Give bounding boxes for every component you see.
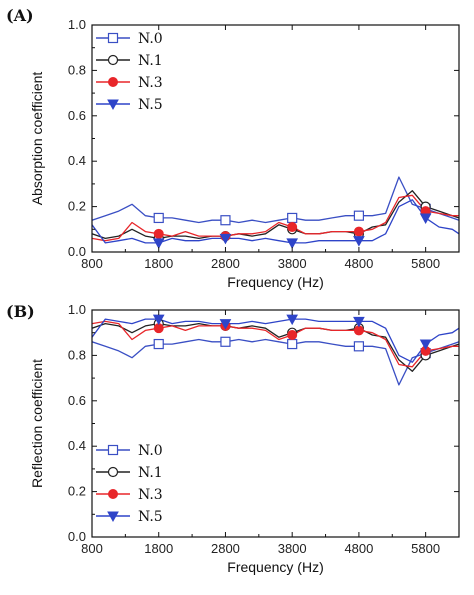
x-axis-title: Frequency (Hz) <box>227 274 323 290</box>
data-point-N5 <box>152 238 165 249</box>
y-tick-label: 0.2 <box>68 199 86 214</box>
legend-marker <box>108 489 118 499</box>
y-tick-label: 0.0 <box>68 529 86 544</box>
legend-item: N.1 <box>96 53 163 69</box>
legend-marker <box>107 32 119 44</box>
series-group <box>92 176 459 249</box>
legend-marker <box>107 511 119 523</box>
legend: N.0 N.1 N.3 N.5 <box>96 31 163 113</box>
legend-item: N.3 <box>96 487 163 503</box>
y-tick-label: 0.6 <box>68 393 86 408</box>
data-point-N5 <box>419 213 432 224</box>
x-tick-label: 5800 <box>411 541 440 556</box>
data-point-N3 <box>353 226 364 237</box>
legend-item: N.5 <box>96 509 163 525</box>
data-point-N0 <box>153 338 164 350</box>
series-line-N0 <box>92 176 459 224</box>
x-tick-label: 4800 <box>344 256 373 271</box>
x-tick-label: 800 <box>81 541 103 556</box>
legend-label: N.0 <box>138 31 163 47</box>
legend-marker <box>107 466 119 478</box>
legend-item: N.5 <box>96 97 163 113</box>
data-point-N0 <box>353 341 365 352</box>
legend: N.0 N.1 N.3 N.5 <box>96 443 163 525</box>
y-tick-label: 0.8 <box>68 347 86 362</box>
legend-item: N.0 <box>96 443 163 459</box>
data-point-N5 <box>419 339 432 351</box>
legend-label: N.1 <box>138 465 163 481</box>
legend-label: N.5 <box>138 509 163 525</box>
data-point-N0 <box>220 336 231 347</box>
data-point-N5 <box>286 238 299 249</box>
legend-marker <box>107 54 119 66</box>
legend-marker <box>107 99 119 111</box>
x-tick-label: 1800 <box>144 256 173 271</box>
data-point-N5 <box>286 314 299 326</box>
x-tick-label: 1800 <box>144 541 173 556</box>
x-axis-title: Frequency (Hz) <box>227 559 323 575</box>
y-tick-label: 1.0 <box>68 302 86 317</box>
data-point-N5 <box>219 233 232 245</box>
x-tick-label: 3800 <box>278 541 307 556</box>
legend-label: N.0 <box>138 443 163 459</box>
legend-label: N.3 <box>138 75 163 91</box>
chart-panel-a: (A) 0.0 0.2 0.4 0.6 0.8 1.0 800 1800 2800 3800 4800… <box>6 6 460 290</box>
legend-item: N.3 <box>96 75 163 91</box>
series-line-N3 <box>92 320 459 368</box>
y-axis-title: Reflection coefficient <box>29 359 45 488</box>
series-line-N5 <box>92 199 459 244</box>
data-point-N0 <box>153 212 164 224</box>
data-point-N0 <box>287 338 298 350</box>
series-line-N0 <box>92 338 459 386</box>
x-tick-label: 4800 <box>344 541 373 556</box>
y-tick-label: 1.0 <box>68 17 86 32</box>
legend-marker <box>107 444 119 456</box>
legend-item: N.1 <box>96 465 163 481</box>
y-tick-label: 0.6 <box>68 108 86 123</box>
legend-label: N.5 <box>138 97 163 113</box>
series-group <box>92 314 459 386</box>
data-point-N3 <box>153 228 164 239</box>
chart-panel-b: (B) 0.0 0.2 0.4 0.6 0.8 1.0 800 1800 2800 3800 4800… <box>6 302 460 575</box>
data-point-N5 <box>353 236 365 247</box>
data-point-N5 <box>152 314 165 326</box>
series-line-N3 <box>92 194 459 242</box>
y-tick-label: 0.8 <box>68 62 86 77</box>
panel-label: (B) <box>6 302 35 321</box>
y-tick-label: 0.4 <box>68 153 86 168</box>
x-tick-label: 2800 <box>211 256 240 271</box>
legend-label: N.3 <box>138 487 163 503</box>
panel-label: (A) <box>6 6 34 25</box>
data-point-N3 <box>287 222 298 233</box>
x-tick-label: 800 <box>81 256 103 271</box>
series-line-N5 <box>92 318 459 363</box>
x-tick-label: 2800 <box>211 541 240 556</box>
y-axis-title: Absorption coefficient <box>29 72 45 206</box>
data-point-N5 <box>219 319 232 330</box>
data-point-N0 <box>353 210 365 221</box>
data-point-N0 <box>287 212 298 224</box>
y-tick-label: 0.0 <box>68 244 86 259</box>
x-tick-label: 5800 <box>411 256 440 271</box>
data-point-N5 <box>353 316 365 328</box>
legend-label: N.1 <box>138 53 163 69</box>
legend-marker <box>108 77 118 87</box>
data-point-N0 <box>220 215 231 226</box>
x-tick-label: 3800 <box>278 256 307 271</box>
y-tick-label: 0.2 <box>68 484 86 499</box>
y-tick-label: 0.4 <box>68 438 86 453</box>
legend-item: N.0 <box>96 31 163 47</box>
data-point-N3 <box>287 329 298 340</box>
